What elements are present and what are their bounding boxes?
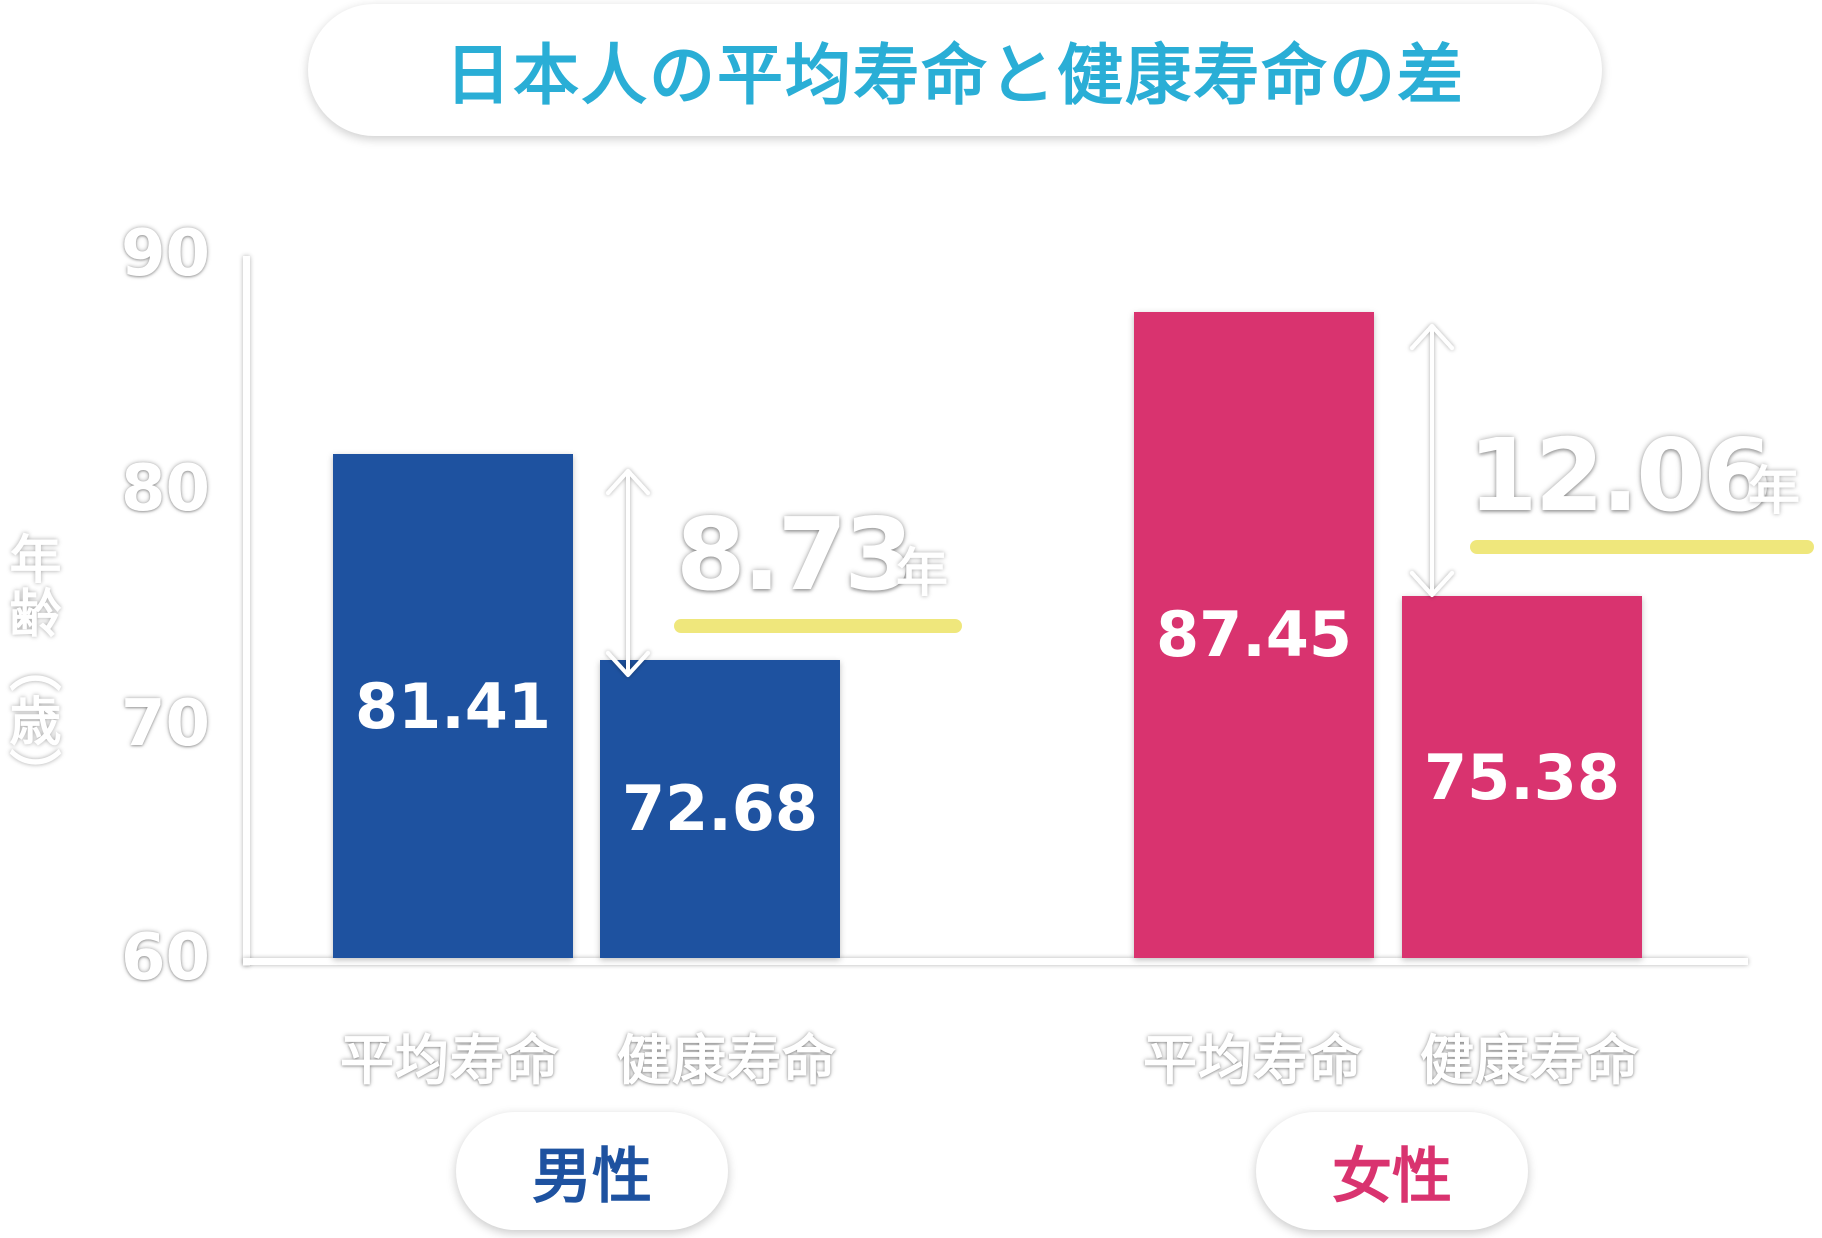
- female-difference-unit: 年: [1748, 462, 1801, 522]
- y-tick-90: 90: [120, 217, 210, 291]
- bar-value-label: 75.38: [1423, 740, 1621, 814]
- y-tick-70: 70: [120, 687, 210, 761]
- y-tick-80: 80: [120, 452, 210, 526]
- male-difference-value: 8.73: [676, 496, 914, 613]
- y-axis-label: 年齢（歳）: [0, 532, 60, 802]
- y-tick-60: 60: [120, 921, 210, 995]
- x-label-male-healthy-life: 健康寿命: [617, 1029, 837, 1092]
- male-difference-unit: 年: [896, 544, 949, 604]
- x-axis-line: [243, 958, 1748, 965]
- bar-female-healthy-life: 75.38: [1402, 596, 1642, 958]
- group-label-male: 男性: [456, 1112, 728, 1230]
- bar-female-average-life: 87.45: [1134, 312, 1374, 958]
- bar-value-label: 72.68: [621, 772, 819, 846]
- group-label-female: 女性: [1256, 1112, 1528, 1230]
- x-label-female-average-life: 平均寿命: [1143, 1029, 1363, 1092]
- female-difference-value: 12.06: [1468, 417, 1772, 534]
- chart-title: 日本人の平均寿命と健康寿命の差: [445, 37, 1465, 114]
- male-difference-highlight: [674, 619, 962, 633]
- x-label-male-average-life: 平均寿命: [340, 1029, 560, 1092]
- male-difference-arrow: [606, 469, 650, 677]
- y-axis-line: [243, 256, 250, 966]
- female-difference-arrow: [1410, 324, 1454, 597]
- female-difference-highlight: [1470, 540, 1814, 554]
- bar-value-label: 87.45: [1155, 598, 1353, 672]
- bar-male-healthy-life: 72.68: [600, 659, 840, 958]
- bar-value-label: 81.41: [354, 669, 552, 743]
- x-label-female-healthy-life: 健康寿命: [1420, 1029, 1640, 1092]
- bar-male-average-life: 81.41: [333, 454, 573, 958]
- chart-title-pill: 日本人の平均寿命と健康寿命の差: [308, 4, 1602, 136]
